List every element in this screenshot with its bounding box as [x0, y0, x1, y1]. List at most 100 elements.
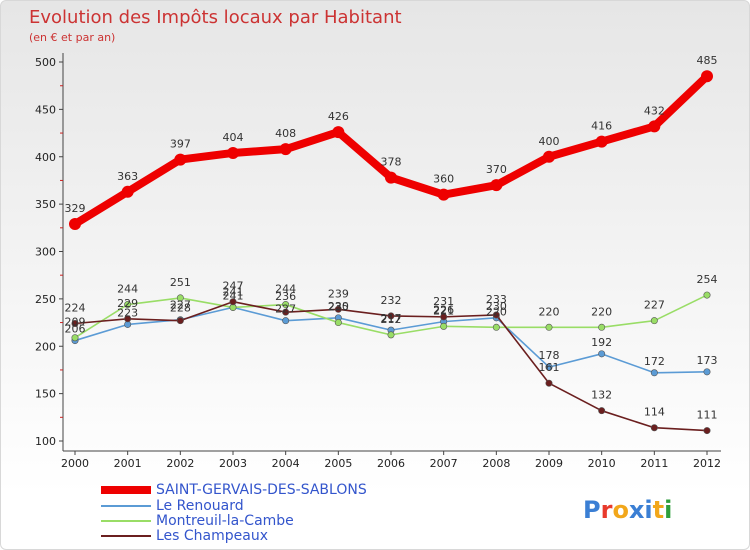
data-point: [703, 368, 711, 376]
data-point: [69, 218, 81, 231]
y-tick-label: 450: [35, 103, 56, 116]
data-point: [282, 317, 290, 325]
data-label: 416: [591, 120, 612, 133]
data-point: [598, 407, 606, 415]
data-label: 254: [697, 273, 718, 286]
data-label: 408: [275, 127, 296, 140]
logo-text: Proxiti: [583, 496, 672, 524]
data-label: 223: [117, 306, 138, 319]
y-tick-label: 200: [35, 340, 56, 353]
data-label: 209: [65, 316, 86, 329]
x-tick-label: 2001: [114, 457, 142, 470]
data-point: [124, 315, 132, 323]
data-label: 226: [433, 304, 454, 317]
data-label: 229: [117, 297, 138, 310]
data-point: [598, 323, 606, 331]
data-point: [332, 126, 345, 139]
data-point: [650, 424, 658, 432]
data-label: 485: [697, 54, 718, 67]
data-label: 114: [644, 406, 665, 419]
data-point: [334, 319, 342, 327]
data-point: [701, 70, 713, 83]
legend-label: SAINT-GERVAIS-DES-SABLONS: [156, 482, 367, 498]
data-point: [545, 323, 553, 331]
data-point: [385, 171, 397, 184]
data-point: [545, 363, 553, 371]
x-tick-label: 2011: [640, 457, 668, 470]
x-tick-label: 2010: [588, 457, 616, 470]
legend-label: Montreuil-la-Cambe: [156, 513, 294, 529]
logo-letter: i: [664, 496, 672, 524]
data-label: 132: [591, 389, 612, 402]
data-point: [229, 298, 237, 306]
data-point: [490, 179, 503, 192]
data-point: [595, 135, 608, 148]
data-label: 360: [433, 173, 454, 186]
data-label: 111: [697, 409, 718, 422]
data-label: 241: [223, 285, 244, 298]
legend-label: Les Champeaux: [156, 528, 268, 544]
data-point: [440, 313, 448, 321]
logo-letter: r: [601, 496, 613, 524]
x-tick-label: 2005: [324, 457, 352, 470]
chart-subtitle: (en € et par an): [29, 31, 115, 44]
data-label: 378: [381, 156, 402, 169]
data-point: [703, 291, 711, 299]
data-point: [334, 305, 342, 313]
data-point: [121, 185, 134, 198]
y-tick-label: 100: [35, 435, 56, 448]
data-point: [648, 120, 661, 133]
chart-title: Evolution des Impôts locaux par Habitant: [29, 7, 402, 28]
data-point: [71, 320, 79, 328]
data-label: 230: [486, 300, 507, 313]
data-label: 228: [170, 302, 191, 315]
data-label: 221: [433, 304, 454, 317]
data-point: [387, 331, 395, 339]
logo-letter: x: [629, 496, 645, 524]
data-label: 217: [381, 312, 402, 325]
y-tick-label: 300: [35, 246, 56, 259]
data-point: [279, 143, 292, 156]
data-label: 370: [486, 163, 507, 176]
data-label: 220: [486, 305, 507, 318]
data-point: [124, 301, 132, 309]
data-label: 230: [328, 300, 349, 313]
series-group: 329 363 397 404 408 426 378 360 370 400 416 432 485 2…: [65, 54, 718, 435]
data-point: [543, 150, 555, 163]
data-label: 172: [644, 355, 665, 368]
data-point: [387, 312, 395, 320]
data-label: 244: [275, 283, 296, 296]
data-label: 227: [644, 299, 665, 312]
data-label: 251: [170, 276, 191, 289]
data-label: 231: [433, 295, 454, 308]
data-point: [545, 379, 553, 387]
x-tick-label: 2009: [535, 457, 563, 470]
x-tick-label: 2012: [693, 457, 721, 470]
logo-letter: t: [653, 496, 664, 524]
data-label: 232: [381, 294, 402, 307]
data-point: [71, 334, 79, 342]
data-label: 227: [275, 303, 296, 316]
x-tick-label: 2004: [272, 457, 300, 470]
data-point: [598, 350, 606, 358]
data-label: 178: [539, 349, 560, 362]
data-label: 363: [117, 170, 138, 183]
x-tick-label: 2007: [430, 457, 458, 470]
x-tick-label: 2003: [219, 457, 247, 470]
data-label: 236: [275, 290, 296, 303]
data-label: 227: [170, 299, 191, 312]
x-tick-label: 2006: [377, 457, 405, 470]
data-label: 247: [223, 280, 244, 293]
data-point: [650, 369, 658, 377]
logo-letter: i: [644, 496, 652, 524]
y-tick-label: 150: [35, 388, 56, 401]
x-tick-label: 2008: [482, 457, 510, 470]
data-label: 220: [539, 305, 560, 318]
data-point: [492, 323, 500, 331]
data-label: 220: [591, 305, 612, 318]
data-label: 432: [644, 104, 665, 117]
data-point: [440, 322, 448, 330]
data-point: [176, 317, 184, 325]
